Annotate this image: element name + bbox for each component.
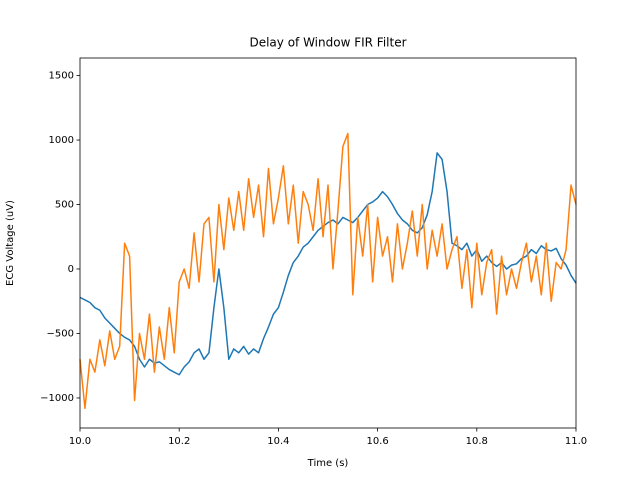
x-axis-label: Time (s) bbox=[307, 458, 349, 469]
y-tick-label: 1000 bbox=[49, 135, 74, 146]
y-tick-label: 500 bbox=[55, 200, 74, 211]
x-tick-label: 10.0 bbox=[69, 436, 91, 447]
x-tick-label: 10.4 bbox=[267, 436, 289, 447]
x-tick-label: 10.6 bbox=[366, 436, 388, 447]
x-tick-label: 11.0 bbox=[565, 436, 587, 447]
y-tick-label: −500 bbox=[47, 328, 74, 339]
y-tick-label: 1500 bbox=[49, 71, 74, 82]
y-tick-label: −1000 bbox=[40, 393, 74, 404]
chart-title: Delay of Window FIR Filter bbox=[249, 36, 406, 50]
y-axis-label: ECG Voltage (uV) bbox=[5, 200, 16, 286]
plot-frame bbox=[79, 57, 577, 429]
x-tick-label: 10.8 bbox=[466, 436, 488, 447]
y-tick-label: 0 bbox=[68, 264, 74, 275]
x-tick-label: 10.2 bbox=[168, 436, 190, 447]
data-line bbox=[79, 132, 577, 410]
